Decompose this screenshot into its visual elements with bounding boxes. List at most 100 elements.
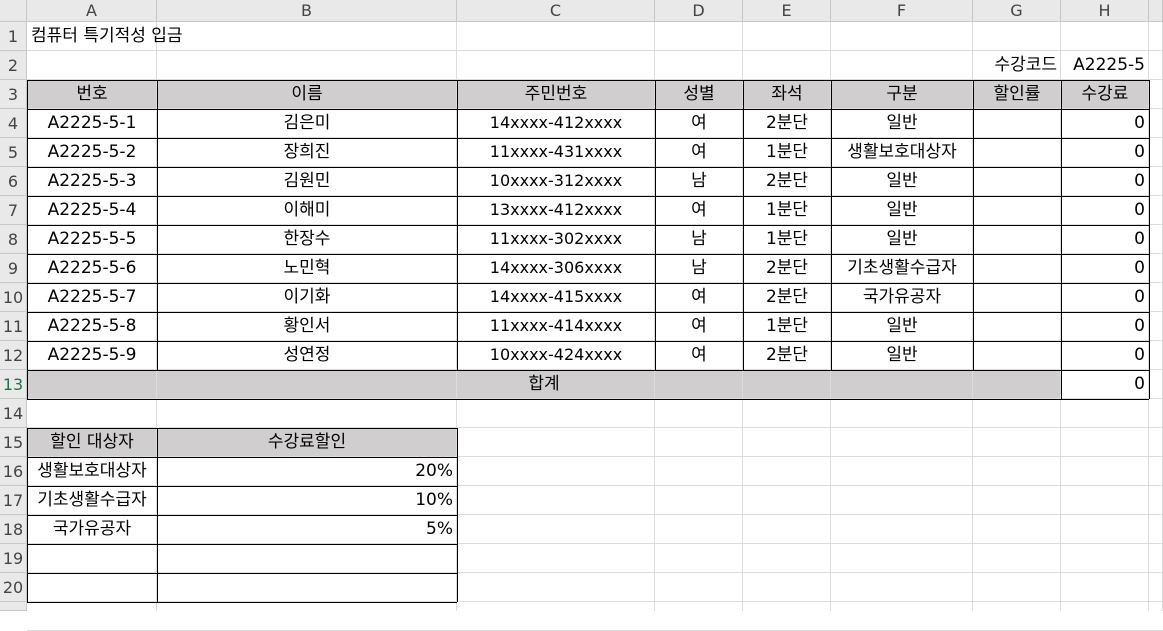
row-header-6[interactable]: 6	[0, 167, 27, 196]
cell-name: 황인서	[283, 316, 331, 336]
cell-name: 김은미	[283, 113, 331, 133]
row-header-18[interactable]: 18	[0, 515, 27, 544]
discount-table-border	[27, 514, 457, 516]
cell-gender: 여	[691, 200, 707, 220]
cell-no: A2225-5-1	[47, 113, 137, 133]
table-border	[1148, 370, 1150, 399]
table-header-6: 구분	[886, 84, 918, 104]
cell-gender: 여	[691, 287, 707, 307]
total-label: 합계	[528, 374, 560, 394]
gridline-horizontal	[27, 485, 1163, 486]
cell-seat: 2분단	[765, 345, 809, 365]
row-header-8[interactable]: 8	[0, 225, 27, 254]
cell-name: 성연정	[283, 345, 331, 365]
table-border	[27, 137, 1149, 139]
column-header-a[interactable]: A	[27, 0, 157, 22]
discount-target: 생활보호대상자	[37, 461, 147, 481]
column-header-f[interactable]: F	[831, 0, 973, 22]
discount-table-border	[26, 428, 28, 602]
column-header-d[interactable]: D	[655, 0, 743, 22]
cell-no: A2225-5-3	[47, 171, 137, 191]
table-header-8: 수강료	[1081, 84, 1129, 104]
row-header-19[interactable]: 19	[0, 544, 27, 573]
cell-gender: 여	[691, 142, 707, 162]
cell-id: 13xxxx-412xxxx	[489, 200, 623, 219]
row-header-17[interactable]: 17	[0, 486, 27, 515]
cell-name: 노민혁	[283, 258, 331, 278]
column-header-e[interactable]: E	[743, 0, 831, 22]
column-header-c[interactable]: C	[457, 0, 655, 22]
discount-table-border	[27, 485, 457, 487]
cell-id: 10xxxx-424xxxx	[489, 345, 623, 364]
discount-table-border	[27, 543, 457, 545]
row-header-11[interactable]: 11	[0, 312, 27, 341]
discount-header-rate: 수강료할인	[267, 432, 347, 452]
column-header-h[interactable]: H	[1061, 0, 1149, 22]
table-border	[27, 282, 1149, 284]
row-header-1[interactable]: 1	[0, 22, 27, 51]
cell-gender: 남	[691, 171, 707, 191]
cell-discount	[973, 225, 1061, 254]
row-header-16[interactable]: 16	[0, 457, 27, 486]
row-header-5[interactable]: 5	[0, 138, 27, 167]
row-header-2[interactable]: 2	[0, 51, 27, 80]
cell-no: A2225-5-8	[47, 316, 137, 336]
cell-no: A2225-5-9	[47, 345, 137, 365]
row-header-4[interactable]: 4	[0, 109, 27, 138]
row-header-7[interactable]: 7	[0, 196, 27, 225]
header-row-fill	[27, 80, 1149, 109]
discount-header-target: 할인 대상자	[50, 432, 134, 452]
cell-discount	[973, 138, 1061, 167]
cell-id: 10xxxx-312xxxx	[489, 171, 623, 190]
column-header-g[interactable]: G	[973, 0, 1061, 22]
cell-seat: 1분단	[765, 316, 809, 336]
cell-type: 국가유공자	[862, 287, 942, 307]
gridline-horizontal	[27, 572, 1163, 573]
discount-target: 국가유공자	[52, 519, 132, 539]
cell-discount	[973, 341, 1061, 370]
cell-no: A2225-5-7	[47, 287, 137, 307]
total-value: 0	[1134, 374, 1145, 394]
discount-rate: 20%	[415, 461, 453, 481]
table-border	[1060, 80, 1062, 370]
row-header-13[interactable]: 13	[0, 370, 27, 399]
cell-type: 일반	[886, 316, 918, 336]
row-header-9[interactable]: 9	[0, 254, 27, 283]
column-header-b[interactable]: B	[157, 0, 457, 22]
row-header-14[interactable]: 14	[0, 399, 27, 428]
cell-name: 한장수	[283, 229, 331, 249]
cell-type: 일반	[886, 345, 918, 365]
discount-table-border	[27, 456, 457, 458]
discount-table-border	[156, 428, 158, 602]
cell-no: A2225-5-6	[47, 258, 137, 278]
row-header-10[interactable]: 10	[0, 283, 27, 312]
total-row-fill	[27, 370, 1061, 399]
cell-fee: 0	[1134, 171, 1145, 191]
table-border	[654, 80, 656, 370]
cell-fee: 0	[1134, 258, 1145, 278]
table-header-3: 주민번호	[524, 84, 588, 104]
cell-id: 11xxxx-302xxxx	[489, 229, 623, 248]
cell-fee: 0	[1134, 287, 1145, 307]
select-all-corner[interactable]	[0, 0, 27, 22]
cell-type: 일반	[886, 200, 918, 220]
row-header-12[interactable]: 12	[0, 341, 27, 370]
cell-discount	[973, 109, 1061, 138]
cell-type: 생활보호대상자	[847, 142, 957, 162]
table-border	[27, 224, 1149, 226]
column-header-blank	[1149, 0, 1163, 22]
cell-seat: 1분단	[765, 142, 809, 162]
cell-no: A2225-5-4	[47, 200, 137, 220]
cell-seat: 2분단	[765, 171, 809, 191]
table-border	[27, 369, 1149, 371]
cell-fee: 0	[1134, 316, 1145, 336]
row-header-3[interactable]: 3	[0, 80, 27, 109]
row-header-20[interactable]: 20	[0, 573, 27, 602]
cell-fee: 0	[1134, 345, 1145, 365]
row-header-15[interactable]: 15	[0, 428, 27, 457]
table-border	[26, 80, 28, 370]
cell-name: 이해미	[283, 200, 331, 220]
discount-rate: 10%	[415, 490, 453, 510]
discount-rate: 5%	[426, 519, 453, 539]
